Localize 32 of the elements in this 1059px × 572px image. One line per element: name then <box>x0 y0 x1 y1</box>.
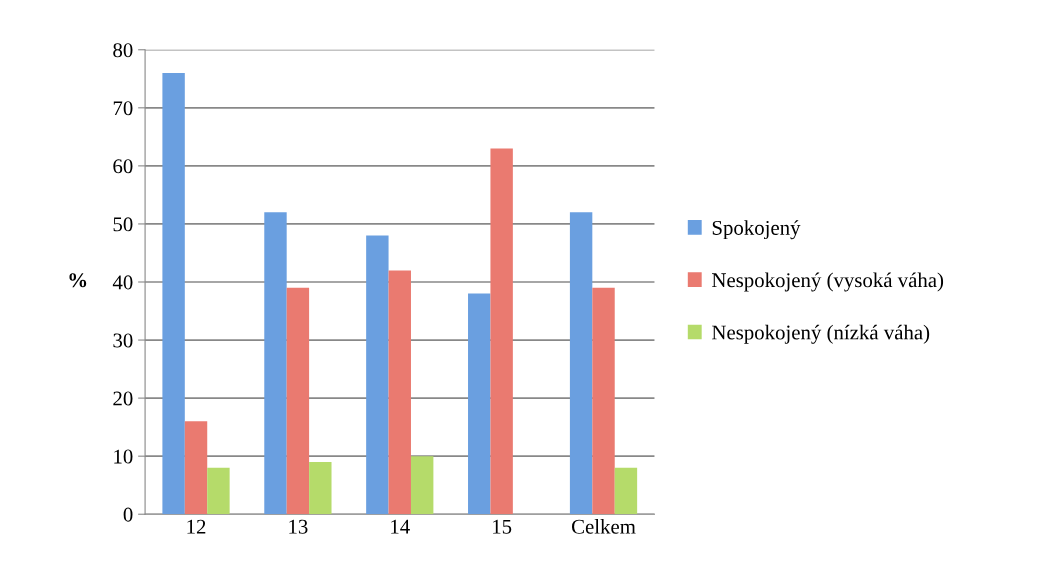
bar <box>388 270 411 515</box>
bar <box>592 287 615 515</box>
legend-label: Nespokojený (nízká váha) <box>712 324 930 344</box>
x-tick-label: Celkem <box>571 519 636 534</box>
bar <box>207 467 230 515</box>
y-tick-label: 80 <box>113 43 133 58</box>
y-tick-label: 10 <box>114 449 133 464</box>
bar <box>366 235 389 515</box>
y-tick-label: 70 <box>113 101 133 116</box>
y-tick-label: 20 <box>113 391 133 406</box>
bar <box>614 467 638 515</box>
y-tick-label: 30 <box>113 333 133 348</box>
legend-label: Spokojený <box>712 220 801 240</box>
bar <box>264 212 287 515</box>
y-tick-label: 50 <box>113 217 133 232</box>
bar <box>569 212 593 515</box>
bar <box>468 293 491 515</box>
x-tick-label: 15 <box>493 519 512 534</box>
bar <box>286 287 310 515</box>
x-tick-label: 12 <box>187 519 206 534</box>
x-tick-label: 13 <box>289 519 308 534</box>
bar <box>490 148 513 515</box>
bar <box>410 456 434 515</box>
y-axis-title: % <box>69 273 87 288</box>
y-tick-label: 40 <box>112 275 133 290</box>
legend-label: Nespokojený (vysoká váha) <box>712 272 944 292</box>
bar <box>309 461 332 515</box>
x-tick-label: 14 <box>391 519 410 534</box>
bar <box>162 72 185 515</box>
bar <box>184 421 208 515</box>
y-tick-label: 60 <box>113 159 133 174</box>
y-tick-label: 0 <box>123 507 133 522</box>
